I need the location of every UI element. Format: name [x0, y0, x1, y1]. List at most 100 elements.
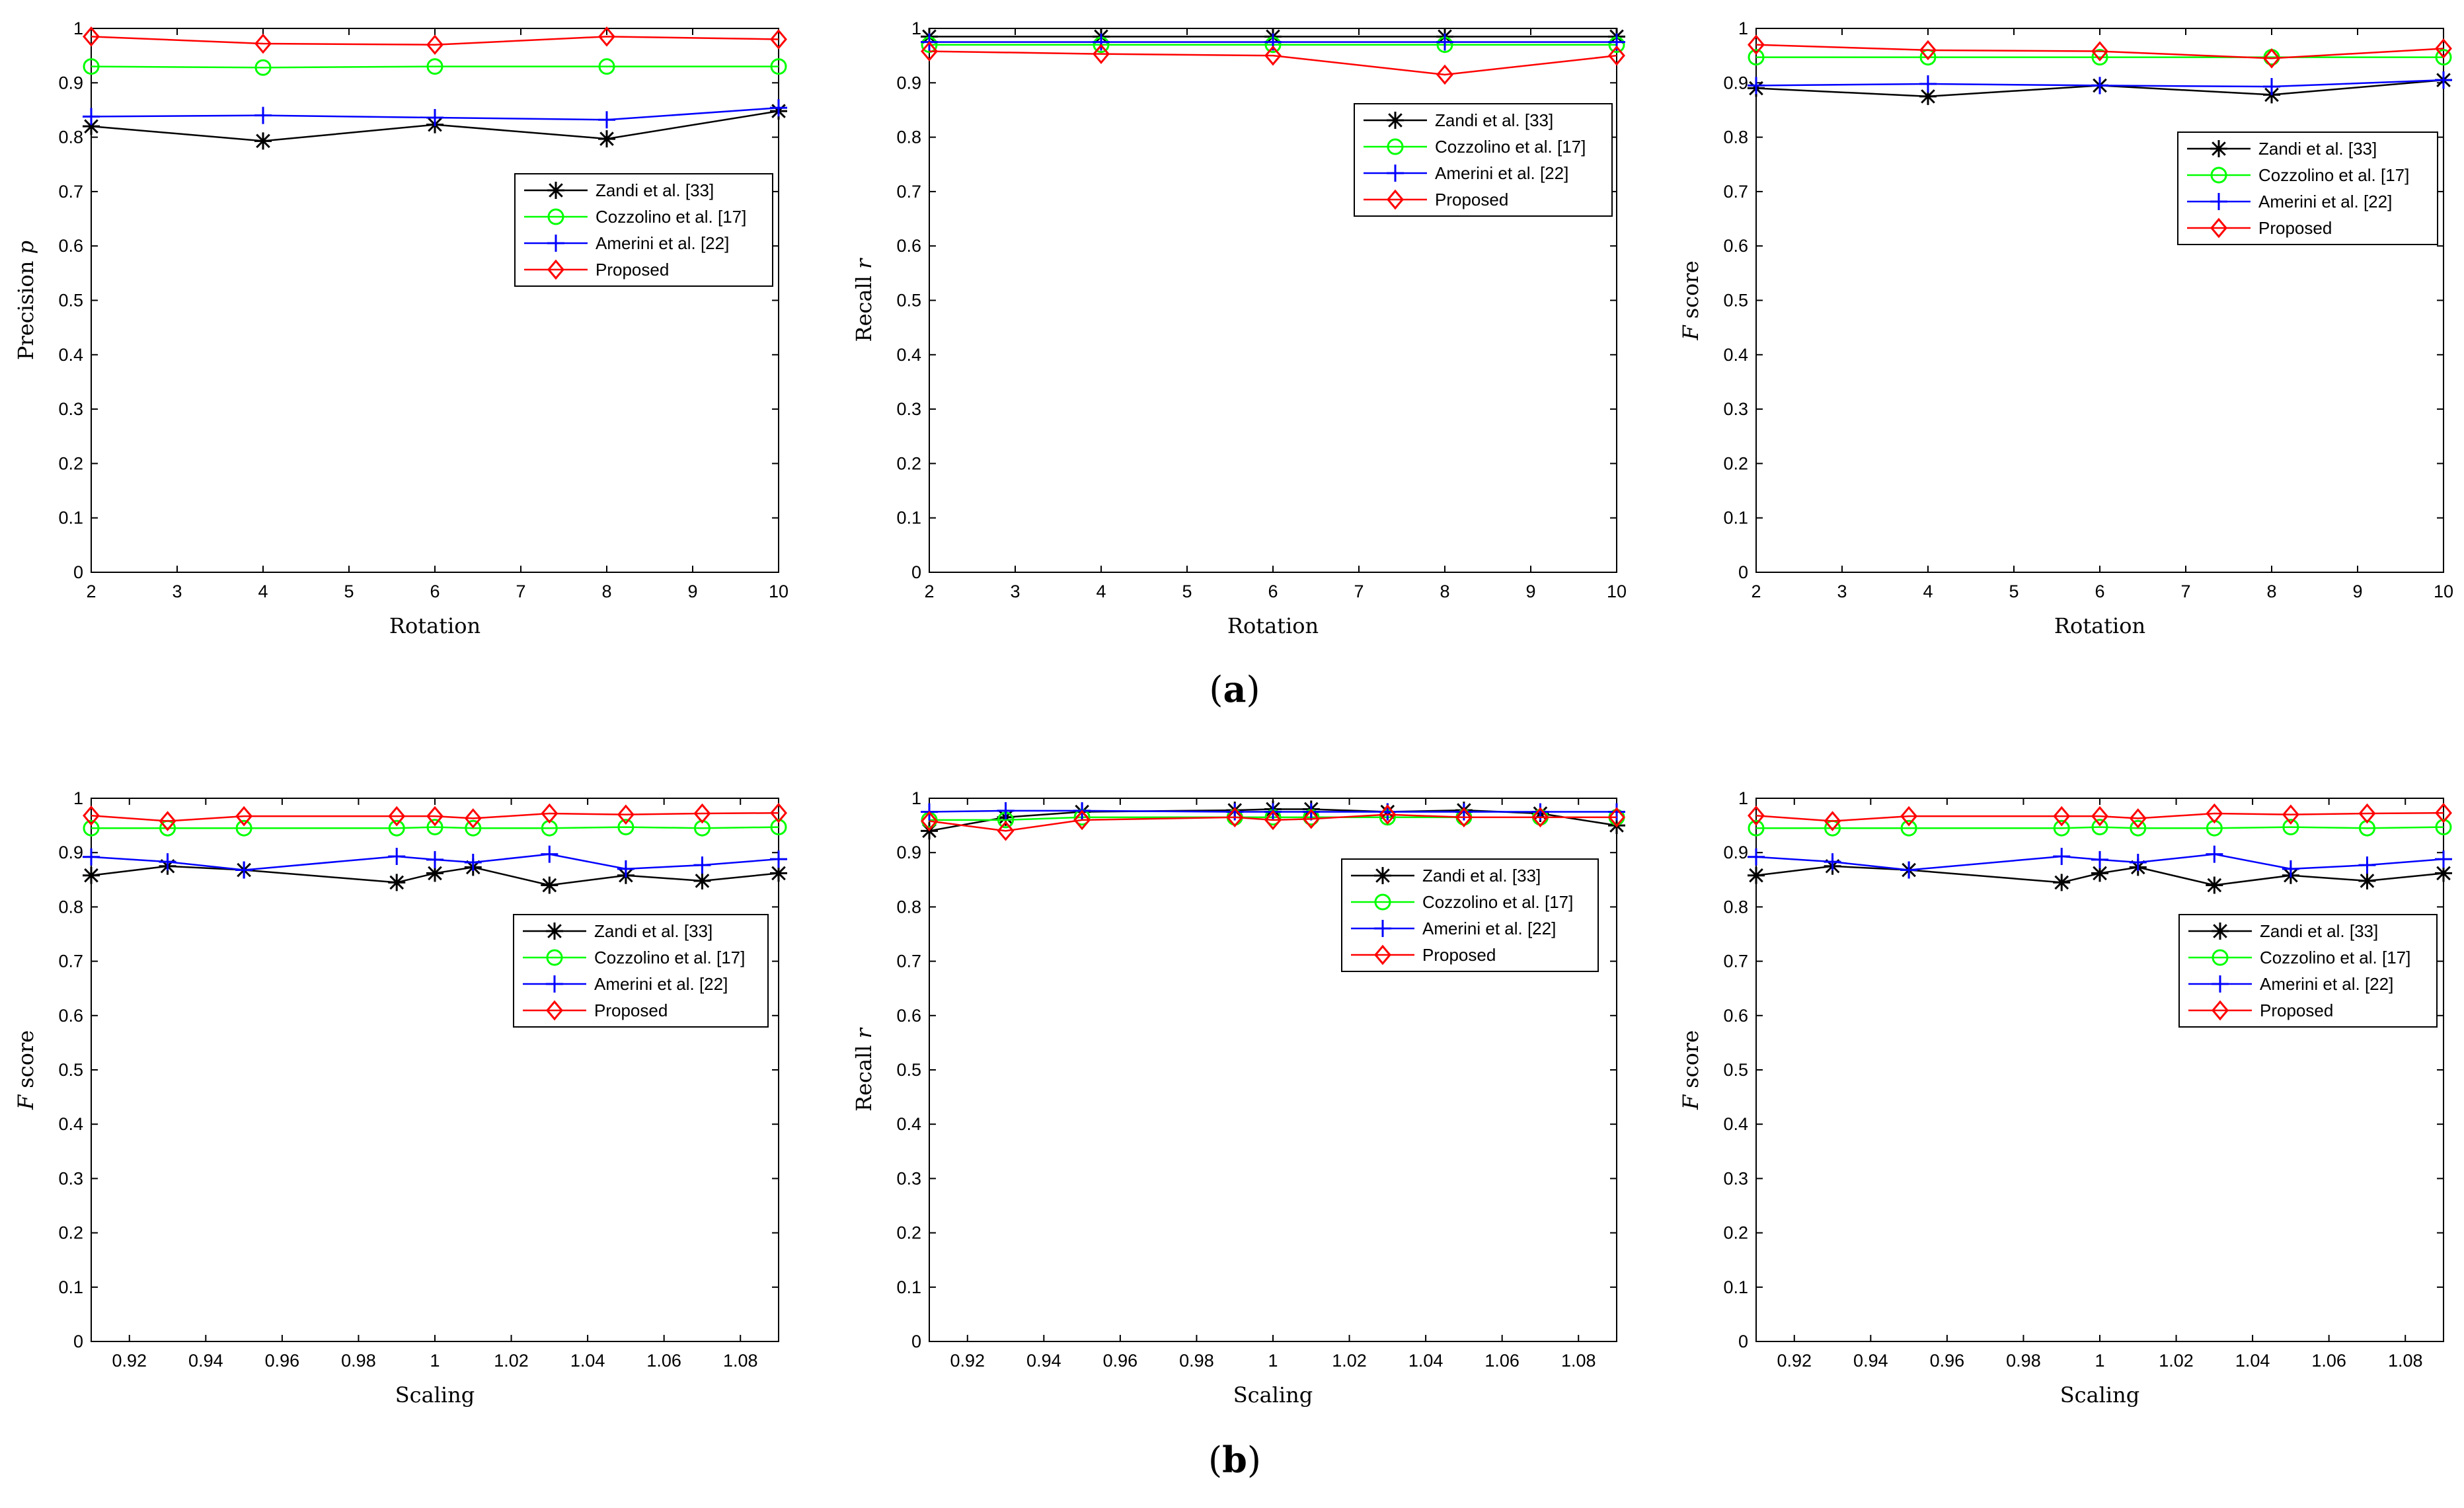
data-point-proposed [426, 806, 443, 827]
legend-marker-cozzolino-shape [1387, 138, 1404, 155]
data-point-cozzolino-shape [770, 819, 787, 836]
legend: Zandi et al. [33] Cozzolino et al. [17] Am… [1354, 103, 1613, 217]
data-point-amerini [2358, 856, 2376, 874]
data-point-proposed [921, 811, 938, 831]
legend-marker-zandi-stroke [2213, 924, 2227, 938]
y-tick-label: 0.5 [896, 1060, 921, 1080]
y-tick-label: 1 [73, 19, 83, 38]
y-tick-label: 0.6 [896, 236, 921, 256]
x-tick-label: 1.08 [723, 1351, 758, 1371]
data-point-amerini [2263, 78, 2280, 96]
data-point-amerini [770, 850, 787, 868]
legend-label-zandi: Zandi et al. [33] [2258, 139, 2377, 159]
data-point-proposed-shape [1900, 806, 1918, 827]
legend-marker-proposed [546, 1000, 563, 1021]
series-line-zandi [91, 865, 779, 886]
data-point-proposed-shape [83, 26, 100, 47]
y-tick-label: 0.5 [896, 291, 921, 311]
data-point-amerini [464, 853, 482, 871]
x-tick-label: 9 [1525, 582, 1535, 601]
data-point-cozzolino [2282, 819, 2299, 836]
data-point-amerini [1436, 33, 1453, 51]
x-tick-label: 6 [1268, 582, 1278, 601]
data-point-cozzolino [770, 819, 787, 836]
y-tick-label: 0 [911, 562, 921, 582]
data-point-amerini [2091, 850, 2108, 868]
data-point-proposed [1748, 34, 1765, 56]
series-line-zandi [1755, 865, 2444, 886]
data-point-cozzolino [388, 819, 405, 837]
legend-label-zandi: Zandi et al. [33] [1422, 866, 1541, 886]
data-point-zandi [598, 130, 615, 148]
x-tick-label: 0.94 [188, 1351, 223, 1371]
data-point-cozzolino [426, 58, 443, 75]
x-tick-label: 1.06 [1484, 1351, 1520, 1371]
data-point-proposed [2206, 803, 2223, 824]
y-tick-label: 0.5 [58, 1060, 83, 1080]
data-point-proposed-shape [2206, 803, 2223, 824]
x-tick-label: 0.98 [341, 1351, 376, 1371]
x-tick-label: 7 [2180, 582, 2190, 601]
data-point-zandi-stroke [2054, 875, 2069, 890]
data-point-proposed [2435, 802, 2452, 823]
y-tick-label: 0.7 [58, 182, 83, 202]
data-point-cozzolino-shape [598, 58, 615, 75]
y-tick-label: 0.7 [1723, 182, 1748, 202]
data-point-cozzolino-shape [2130, 819, 2147, 837]
legend-marker-cozzolino-shape [2210, 167, 2227, 184]
data-point-proposed-shape [598, 26, 615, 47]
data-point-proposed-shape [426, 34, 443, 56]
data-point-proposed [1748, 805, 1765, 826]
legend-label-amerini: Amerini et al. [22] [2260, 974, 2393, 994]
data-point-proposed-shape [2091, 41, 2108, 61]
data-point-cozzolino [465, 819, 482, 837]
data-point-zandi-stroke [2360, 874, 2375, 888]
data-point-amerini [1919, 75, 1937, 93]
data-point-proposed [1093, 44, 1110, 65]
data-point-cozzolino-shape [1900, 819, 1917, 837]
data-point-cozzolino [254, 59, 272, 76]
y-tick-label: 0.9 [58, 843, 83, 862]
data-point-proposed [1264, 45, 1282, 66]
plot-b-fscore-left: 0 0.1 0.2 0.3 0.4 0.5 0.6 0.7 0.8 0.9 1 0.92 0.94 0.9… [13, 788, 787, 1408]
data-point-proposed-shape [83, 805, 100, 826]
data-point-cozzolino-shape [2053, 819, 2070, 837]
y-tick-label: 1 [911, 19, 921, 38]
legend-label-amerini: Amerini et al. [22] [2258, 192, 2392, 211]
x-tick-label: 9 [687, 582, 697, 601]
y-tick-label: 0.7 [896, 952, 921, 971]
series-line-proposed [1755, 811, 2444, 822]
data-point-zandi [2358, 872, 2376, 889]
x-tick-label: 0.96 [265, 1351, 300, 1371]
x-tick-label: 6 [430, 582, 440, 601]
data-point-cozzolino-shape [1748, 49, 1765, 66]
x-tick-label: 1 [430, 1351, 440, 1371]
y-tick-label: 0.1 [896, 508, 921, 528]
data-point-proposed [1900, 806, 1918, 827]
data-point-proposed-shape [1608, 807, 1625, 828]
x-tick-label: 10 [769, 582, 789, 601]
legend-marker-cozzolino [1387, 138, 1404, 155]
data-point-proposed [388, 806, 406, 827]
legend-marker-zandi-stroke [547, 924, 562, 938]
data-point-zandi-stroke [1749, 868, 1763, 883]
y-axis-label-text: Precision [13, 254, 38, 360]
data-point-proposed-shape [2129, 808, 2147, 829]
y-axis-label-variable: r [851, 1027, 876, 1038]
legend: Zandi et al. [33] Cozzolino et al. [17] Am… [513, 914, 769, 1028]
data-point-proposed [2129, 808, 2147, 829]
x-tick-label: 0.92 [950, 1351, 985, 1371]
data-point-proposed-shape [2263, 48, 2280, 69]
data-point-cozzolino-shape [388, 819, 405, 837]
data-point-proposed [1264, 810, 1282, 831]
data-point-cozzolino-shape [83, 58, 100, 75]
y-axis-label-text: Recall [851, 269, 876, 342]
y-tick-label: 0.2 [58, 453, 83, 473]
x-tick-label: 1.04 [2235, 1351, 2270, 1371]
y-tick-label: 0.9 [1723, 843, 1748, 862]
data-point-amerini [617, 860, 635, 878]
legend-marker-zandi [547, 182, 564, 199]
y-tick-label: 0.8 [1723, 128, 1748, 147]
data-point-proposed-shape [2358, 803, 2376, 824]
data-point-proposed [598, 26, 615, 47]
